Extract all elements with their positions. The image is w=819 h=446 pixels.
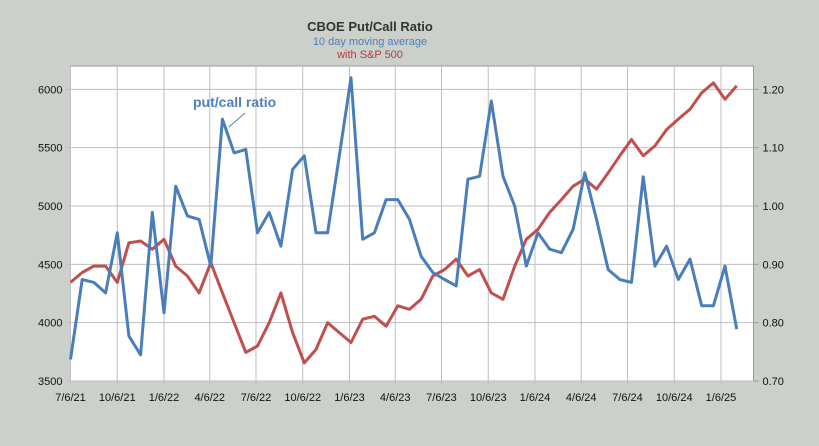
y-right-tick-label: 1.20	[763, 84, 784, 96]
x-tick-label: 1/6/25	[706, 392, 737, 404]
y-right-tick-label: 0.70	[763, 376, 784, 388]
x-tick-label: 10/6/24	[656, 392, 693, 404]
x-tick-label: 7/6/21	[55, 392, 86, 404]
y-left-tick-label: 4500	[38, 259, 62, 271]
annotation-leader-line	[228, 112, 246, 128]
y-right-tick-label: 0.90	[763, 259, 784, 271]
x-tick-label: 7/6/24	[612, 392, 643, 404]
y-left-tick-label: 4000	[38, 318, 62, 330]
annotation-put-call-ratio: put/call ratio	[193, 94, 276, 110]
series-layer	[69, 76, 739, 365]
x-tick-label: 1/6/22	[149, 392, 180, 404]
y-right-tick-label: 0.80	[763, 318, 784, 330]
chart-title: CBOE Put/Call Ratio	[307, 19, 433, 34]
x-tick-label: 10/6/23	[470, 392, 507, 404]
x-tick-label: 4/6/23	[380, 392, 411, 404]
y-left-tick-label: 5000	[38, 201, 62, 213]
y-right-tick-label: 1.00	[763, 201, 784, 213]
y-left-tick-label: 3500	[38, 376, 62, 388]
axes: 7/6/21 10/6/21 1/6/22 4/6/22 7/6/22 10/6/22 1/…	[38, 66, 784, 404]
x-tick-label: 4/6/22	[194, 392, 225, 404]
y-right-tick-label: 1.10	[763, 143, 784, 155]
x-tick-label: 7/6/22	[241, 392, 272, 404]
x-tick-label: 1/6/24	[520, 392, 551, 404]
x-tick-label: 1/6/23	[334, 392, 365, 404]
x-tick-label: 7/6/23	[426, 392, 457, 404]
x-tick-label: 10/6/22	[284, 392, 321, 404]
sp500-line	[69, 81, 738, 365]
x-tick-label: 10/6/21	[99, 392, 136, 404]
put-call-ratio-line	[69, 76, 739, 360]
x-tick-label: 4/6/24	[566, 392, 597, 404]
y-left-tick-label: 5500	[38, 143, 62, 155]
chart-subtitle: 10 day moving average	[313, 36, 427, 48]
chart-subtitle-sp500: with S&P 500	[336, 49, 403, 61]
y-left-tick-label: 6000	[38, 84, 62, 96]
